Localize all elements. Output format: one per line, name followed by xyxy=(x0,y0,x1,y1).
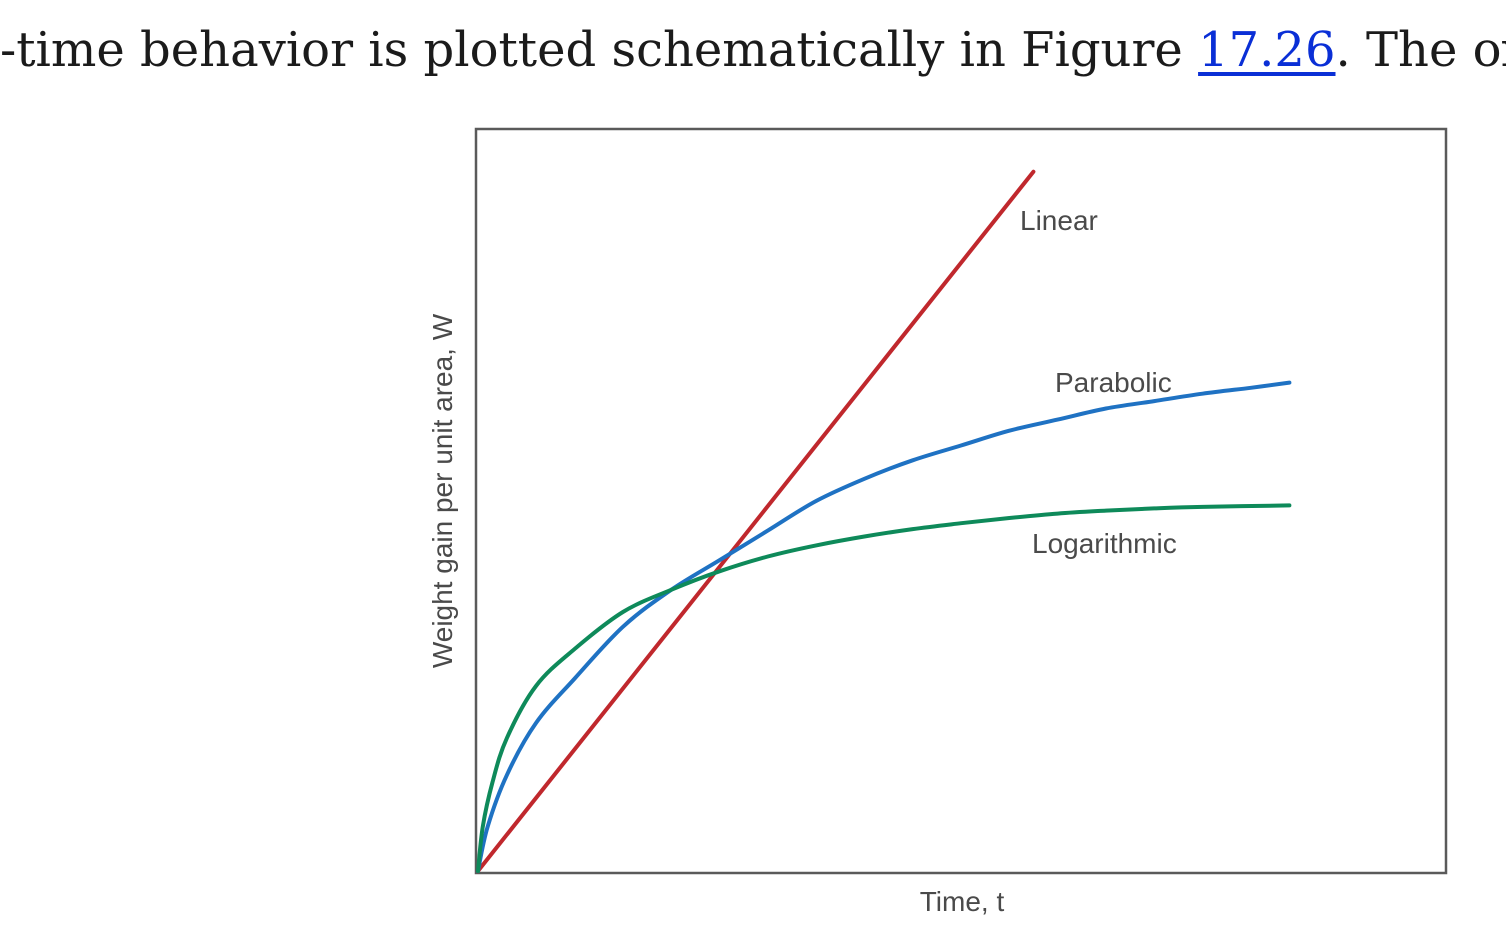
series-layer xyxy=(476,169,1292,873)
body-text-before: -time behavior is plotted schematically … xyxy=(0,22,1199,78)
x-axis-label: Time, t xyxy=(920,886,1005,917)
series-line-linear xyxy=(476,169,1036,873)
linear-label: Linear xyxy=(1020,205,1098,236)
figure-link[interactable]: 17.26 xyxy=(1198,22,1336,78)
logarithmic-label: Logarithmic xyxy=(1032,528,1177,559)
plot-frame xyxy=(474,127,1448,875)
body-text-line: -time behavior is plotted schematically … xyxy=(0,14,1506,86)
body-text-after: . The oxida xyxy=(1335,22,1506,78)
y-axis-label: Weight gain per unit area, W xyxy=(427,313,458,668)
series-line-parabolic xyxy=(476,380,1292,873)
series-line-logarithmic xyxy=(476,503,1292,873)
parabolic-label: Parabolic xyxy=(1055,367,1172,398)
